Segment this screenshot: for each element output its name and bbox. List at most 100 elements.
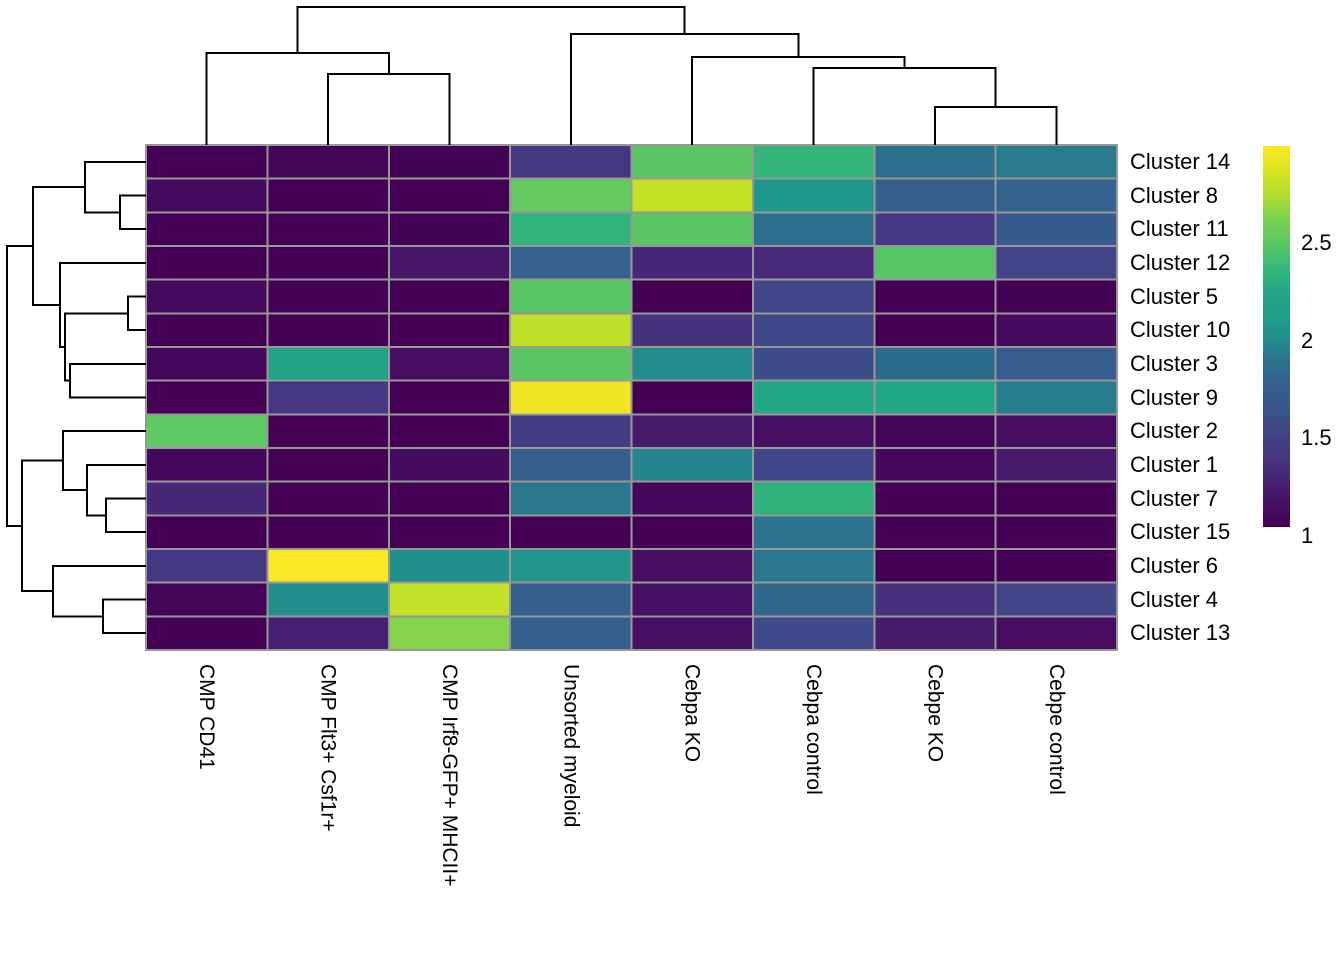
heatmap-cell-r14c7 [874,582,996,617]
heatmap-cell-r10c2 [267,448,389,482]
col-label-unsorted-myeloid: Unsorted myeloid [559,664,583,828]
heatmap-cell-r1c1 [146,145,268,179]
heatmap-cell-r10c8 [995,448,1117,482]
col-label-cebpe-ko: Cebpe KO [923,664,947,763]
heatmap-cell-r6c1 [146,313,268,347]
heatmap-cell-r11c3 [388,481,511,516]
heatmap-cell-r9c2 [267,414,389,448]
col-label-cebpa-control: Cebpa control [802,664,826,795]
heatmap-cell-r1c3 [388,145,511,179]
heatmap-cell-r7c7 [874,347,996,381]
heatmap-cell-r6c7 [874,313,996,347]
heatmap-cell-r4c6 [752,246,875,280]
heatmap-cell-r9c8 [995,414,1117,448]
heatmap-cell-r15c4 [510,616,632,650]
heatmap-cell-r4c2 [267,246,389,280]
heatmap-cell-r9c5 [631,414,753,448]
heatmap-cell-r10c6 [752,448,875,482]
heatmap-cell-r2c4 [510,178,632,213]
heatmap-cell-r5c5 [631,279,753,314]
heatmap-cell-r12c5 [631,515,753,549]
heatmap-cell-r1c2 [267,145,389,179]
heatmap-cell-r7c8 [995,347,1117,381]
heatmap-cell-r2c1 [146,178,268,213]
row-label-cluster-13: Cluster 13 [1130,620,1231,646]
heatmap-cell-r14c4 [510,582,632,617]
heatmap-cell-r9c1 [146,414,268,448]
heatmap-cell-r7c6 [752,347,875,381]
col-label-cebpe-control: Cebpe control [1044,664,1068,795]
col-label-cmp-cd41: CMP CD41 [195,664,219,770]
row-label-cluster-6: Cluster 6 [1130,552,1219,578]
row-label-cluster-8: Cluster 8 [1130,182,1219,208]
heatmap-cell-r15c1 [146,616,268,650]
heatmap-cell-r5c8 [995,279,1117,314]
heatmap-cell-r1c8 [995,145,1117,179]
heatmap-cell-r13c7 [874,549,996,583]
heatmap-cell-r11c7 [874,481,996,516]
heatmap-cell-r11c1 [146,481,268,516]
heatmap-cell-r2c3 [388,178,511,213]
heatmap-cell-r5c4 [510,279,632,314]
row-label-cluster-15: Cluster 15 [1130,519,1231,545]
heatmap-cell-r6c5 [631,313,753,347]
heatmap-cell-r2c2 [267,178,389,213]
heatmap-cell-r4c4 [510,246,632,280]
heatmap-cell-r1c5 [631,145,753,179]
heatmap-cell-r12c6 [752,515,875,549]
heatmap-cell-r2c8 [995,178,1117,213]
heatmap-cell-r6c2 [267,313,389,347]
heatmap-cell-r11c6 [752,481,875,516]
heatmap-cell-r5c3 [388,279,511,314]
heatmap-cell-r9c3 [388,414,511,448]
heatmap-cell-r8c8 [995,380,1117,415]
heatmap-cell-r14c8 [995,582,1117,617]
heatmap-cell-r6c8 [995,313,1117,347]
heatmap-cell-r3c8 [995,212,1117,246]
heatmap-cell-r12c3 [388,515,511,549]
row-label-cluster-14: Cluster 14 [1130,148,1231,174]
heatmap-cell-r8c5 [631,380,753,415]
heatmap-cell-r11c8 [995,481,1117,516]
heatmap-cell-r10c1 [146,448,268,482]
heatmap-cell-r2c7 [874,178,996,213]
heatmap-cell-r11c5 [631,481,753,516]
heatmap-cell-r12c4 [510,515,632,549]
heatmap-cell-r8c4 [510,380,632,415]
col-label-cmp-flt3-csf1r-: CMP Flt3+ Csf1r+ [316,664,340,832]
heatmap-cell-r4c3 [388,246,511,280]
heatmap-cell-r14c3 [388,582,511,617]
heatmap-cell-r4c1 [146,246,268,280]
heatmap-cell-r4c7 [874,246,996,280]
heatmap-cell-r5c7 [874,279,996,314]
colorbar-tick-label-1: 1 [1301,523,1314,548]
heatmap-cell-r14c2 [267,582,389,617]
col-label-cmp-irf8-gfp-mhcii-: CMP Irf8-GFP+ MHCII+ [437,664,461,887]
heatmap-cell-r12c1 [146,515,268,549]
heatmap-cell-r14c6 [752,582,875,617]
row-label-cluster-4: Cluster 4 [1130,586,1219,612]
heatmap-cell-r3c3 [388,212,511,246]
heatmap-grid [146,145,1117,650]
row-label-cluster-3: Cluster 3 [1130,350,1219,376]
heatmap-cell-r14c1 [146,582,268,617]
heatmap-cell-r3c2 [267,212,389,246]
heatmap-cell-r11c4 [510,481,632,516]
heatmap-cell-r6c3 [388,313,511,347]
heatmap-cell-r8c7 [874,380,996,415]
heatmap-cell-r10c7 [874,448,996,482]
heatmap-cell-r11c2 [267,481,389,516]
colorbar [1263,146,1290,527]
heatmap-cell-r2c5 [631,178,753,213]
heatmap-cell-r9c7 [874,414,996,448]
heatmap-cell-r6c4 [510,313,632,347]
heatmap-cell-r5c2 [267,279,389,314]
heatmap-cell-r3c7 [874,212,996,246]
heatmap-cell-r1c4 [510,145,632,179]
row-label-cluster-11: Cluster 11 [1130,216,1229,242]
heatmap-cell-r12c8 [995,515,1117,549]
row-label-cluster-5: Cluster 5 [1130,283,1219,309]
heatmap-cell-r7c5 [631,347,753,381]
heatmap-cell-r14c5 [631,582,753,617]
heatmap-cell-r13c6 [752,549,875,583]
